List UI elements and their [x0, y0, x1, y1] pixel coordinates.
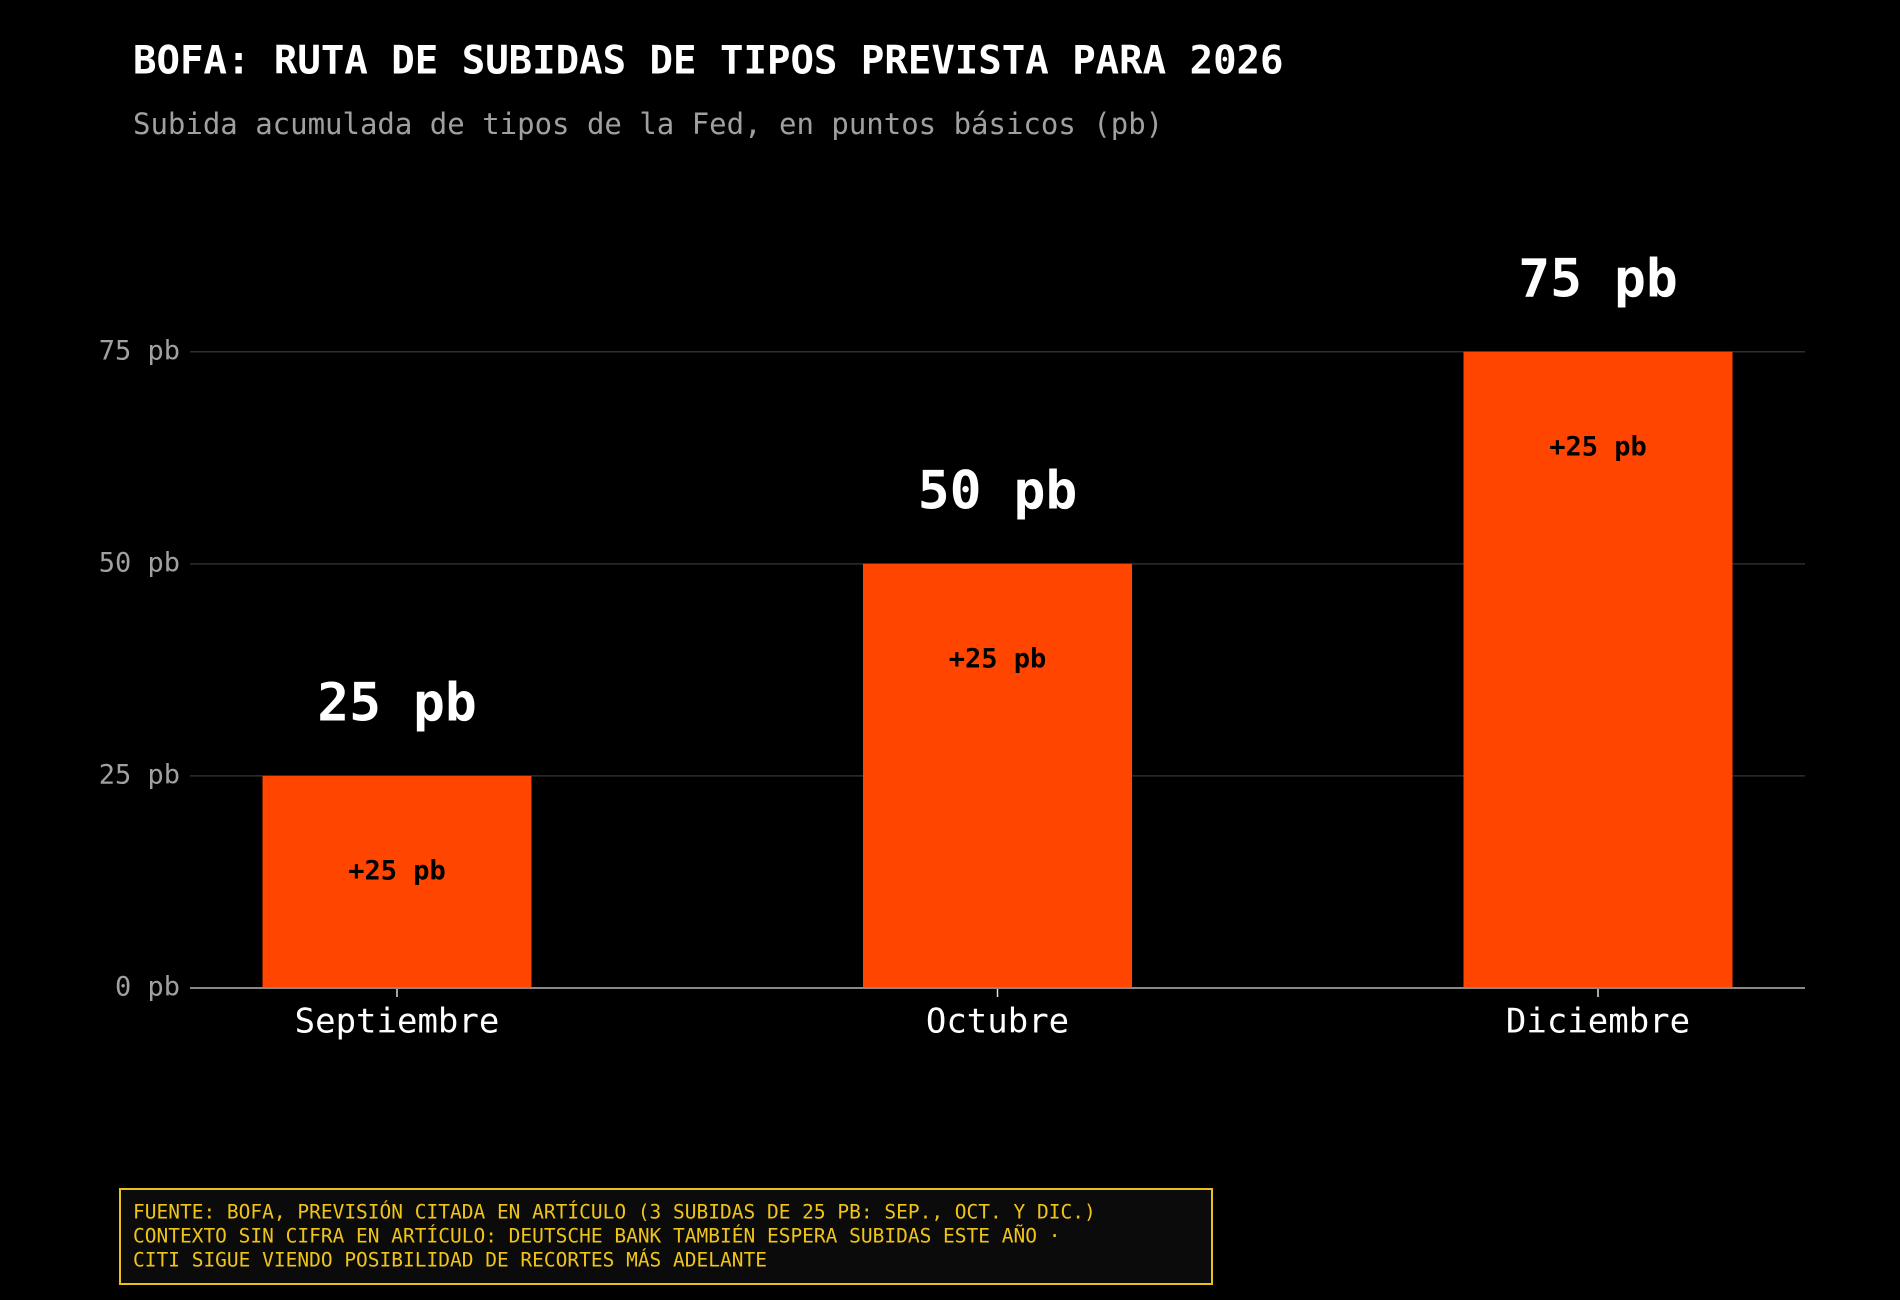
bar: [262, 775, 532, 988]
value-label: 75 pb: [1518, 248, 1678, 309]
y-tick-label: 25 pb: [99, 759, 180, 790]
source-note: CITI SIGUE VIENDO POSIBILIDAD DE RECORTE…: [133, 1249, 767, 1272]
source-note: CONTEXTO SIN CIFRA EN ARTÍCULO: DEUTSCHE…: [133, 1225, 1060, 1248]
bar: [863, 563, 1132, 988]
y-tick-label: 75 pb: [99, 335, 180, 366]
increment-label: +25 pb: [348, 855, 446, 886]
x-tick-label: Diciembre: [1506, 1002, 1690, 1042]
note-box: [119, 1188, 1213, 1285]
source-note: FUENTE: BOFA, PREVISIÓN CITADA EN ARTÍCU…: [133, 1200, 1096, 1224]
x-tick-label: Octubre: [926, 1002, 1069, 1042]
x-tick-label: Septiembre: [295, 1002, 500, 1042]
bar: [1463, 351, 1733, 988]
value-label: 25 pb: [317, 673, 477, 734]
chart-title: BOFA: RUTA DE SUBIDAS DE TIPOS PREVISTA …: [133, 39, 1284, 84]
chart-subtitle: Subida acumulada de tipos de la Fed, en …: [133, 107, 1163, 141]
y-tick-label: 50 pb: [99, 547, 180, 578]
increment-label: +25 pb: [949, 643, 1047, 674]
increment-label: +25 pb: [1549, 431, 1647, 462]
y-tick-label: 0 pb: [115, 972, 180, 1003]
value-label: 50 pb: [918, 460, 1078, 521]
